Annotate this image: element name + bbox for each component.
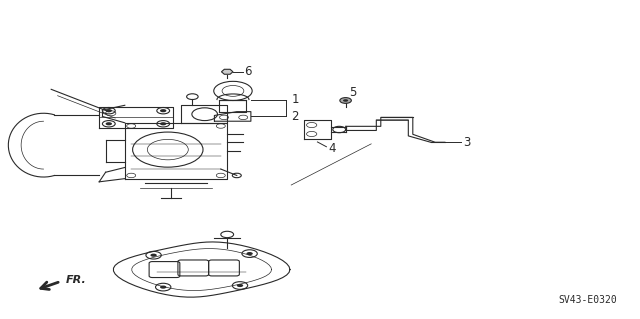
Text: FR.: FR. (66, 275, 86, 285)
Text: 3: 3 (463, 136, 470, 149)
Circle shape (106, 122, 112, 125)
Circle shape (106, 109, 112, 112)
Text: SV43-E0320: SV43-E0320 (559, 295, 618, 305)
Circle shape (237, 284, 243, 287)
Circle shape (150, 254, 157, 257)
Circle shape (343, 99, 348, 102)
Circle shape (160, 109, 166, 112)
Circle shape (160, 286, 166, 289)
Text: 5: 5 (349, 86, 356, 99)
Circle shape (246, 252, 253, 255)
Circle shape (340, 98, 351, 103)
Text: 2: 2 (291, 110, 299, 123)
Text: 1: 1 (291, 93, 299, 106)
Text: 4: 4 (328, 142, 336, 155)
Circle shape (160, 122, 166, 125)
Polygon shape (221, 69, 233, 74)
Text: 6: 6 (244, 65, 252, 78)
